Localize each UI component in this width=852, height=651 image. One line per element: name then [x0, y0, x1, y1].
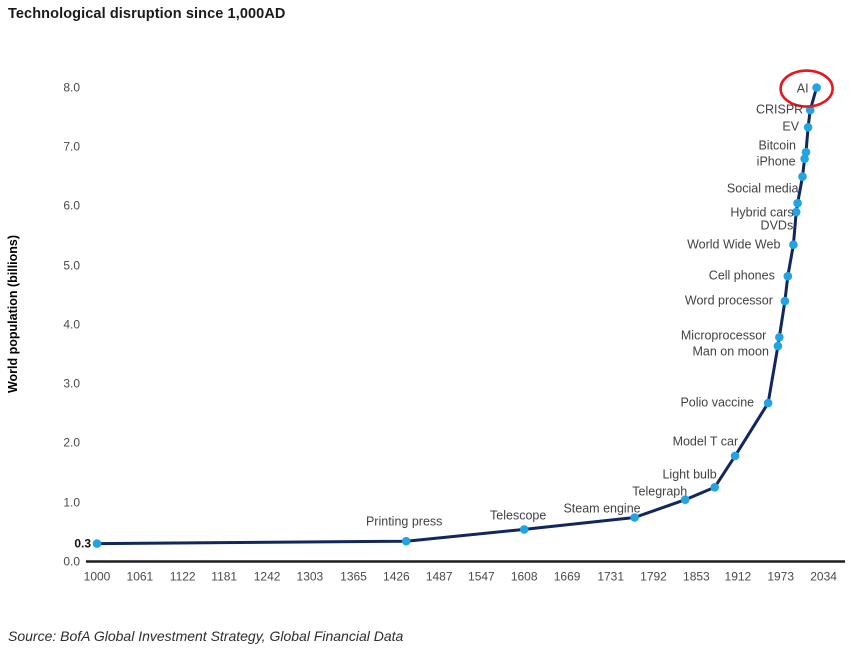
- data-point-dot: [730, 451, 740, 461]
- milestone-label-crispr: CRISPR: [755, 102, 804, 117]
- data-point-dot: [401, 536, 411, 546]
- x-tick-label: 1912: [724, 569, 752, 584]
- milestone-label-ai: AI: [796, 81, 809, 96]
- x-tick-label: 2034: [810, 569, 837, 584]
- data-point-dot: [800, 154, 809, 164]
- milestone-label-telescope: Telescope: [490, 508, 547, 523]
- x-tick-label: 1547: [468, 569, 495, 584]
- data-point-dot: [773, 341, 783, 351]
- milestone-label-iphone: iPhone: [756, 154, 796, 169]
- data-point-dot: [519, 525, 529, 534]
- x-tick-label: 1365: [340, 569, 367, 584]
- data-point-dot: [710, 483, 719, 492]
- x-tick-label: 1792: [640, 569, 667, 584]
- y-tick-label: 8.0: [63, 80, 80, 95]
- x-tick-label: 1973: [767, 569, 795, 584]
- x-tick-label: 1122: [169, 569, 196, 584]
- data-point-dot: [793, 198, 802, 208]
- data-point-dot: [783, 271, 793, 281]
- y-tick-label: 5.0: [63, 258, 80, 272]
- y-tick-label: 2.0: [63, 435, 80, 450]
- milestone-label-social-media: Social media: [726, 181, 799, 196]
- data-point-dot: [805, 105, 815, 115]
- y-tick-label: 0.0: [63, 554, 80, 569]
- milestone-label-light-bulb: Light bulb: [662, 467, 717, 482]
- data-point-dot: [780, 296, 790, 306]
- milestone-label-dvds: DVDs: [760, 218, 794, 233]
- milestone-label-telegraph: Telegraph: [632, 484, 688, 499]
- milestone-label-printing-press: Printing press: [365, 514, 443, 529]
- data-point-dot: [789, 240, 798, 249]
- x-tick-label: 1853: [683, 569, 710, 584]
- milestone-label-polio-vaccine: Polio vaccine: [680, 395, 755, 410]
- x-tick-label: 1061: [126, 569, 154, 584]
- milestone-label-bitcoin: Bitcoin: [758, 138, 796, 153]
- data-point-dot: [630, 513, 639, 522]
- milestone-label-word-processor: Word processor: [684, 293, 773, 308]
- milestone-label-hybrid-cars: Hybrid cars: [730, 205, 794, 220]
- milestone-label-microprocessor: Microprocessor: [680, 328, 767, 343]
- ai-highlight-circle: [779, 69, 834, 108]
- data-point-dot: [763, 398, 773, 408]
- data-point-dot: [680, 495, 690, 505]
- data-point-dot: [791, 207, 801, 217]
- x-tick-label: 1608: [510, 569, 538, 584]
- x-tick-label: 1487: [425, 569, 453, 584]
- y-tick-label: 1.0: [63, 495, 80, 510]
- x-tick-label: 1242: [253, 569, 281, 584]
- source-note: Source: BofA Global Investment Strategy,…: [8, 628, 404, 644]
- y-tick-label: 0.3: [74, 536, 91, 551]
- y-tick-label: 4.0: [63, 317, 80, 332]
- milestone-label-world-wide-web: World Wide Web: [687, 237, 781, 252]
- x-tick-label: 1731: [597, 569, 625, 584]
- milestone-label-model-t-car: Model T car: [672, 434, 739, 449]
- y-tick-label: 6.0: [63, 198, 80, 213]
- data-point-dot: [801, 147, 811, 157]
- y-tick-label: 7.0: [63, 139, 80, 154]
- milestone-label-cell-phones: Cell phones: [708, 268, 775, 283]
- data-point-dot: [803, 123, 813, 132]
- x-tick-label: 1000: [83, 569, 111, 584]
- data-point-dot: [92, 539, 102, 548]
- milestone-label-man-on-moon: Man on moon: [692, 344, 769, 359]
- milestone-label-ev: EV: [782, 119, 800, 134]
- data-point-dot: [812, 83, 821, 92]
- data-point-dot: [798, 172, 807, 181]
- milestone-label-steam-engine: Steam engine: [563, 501, 641, 515]
- x-tick-label: 1181: [211, 569, 238, 584]
- x-tick-label: 1669: [553, 569, 581, 584]
- y-tick-label: 3.0: [63, 376, 80, 391]
- x-tick-label: 1426: [383, 569, 410, 584]
- x-tick-label: 1303: [296, 569, 324, 584]
- data-point-dot: [775, 333, 784, 342]
- chart-title: Technological disruption since 1,000AD: [8, 6, 286, 22]
